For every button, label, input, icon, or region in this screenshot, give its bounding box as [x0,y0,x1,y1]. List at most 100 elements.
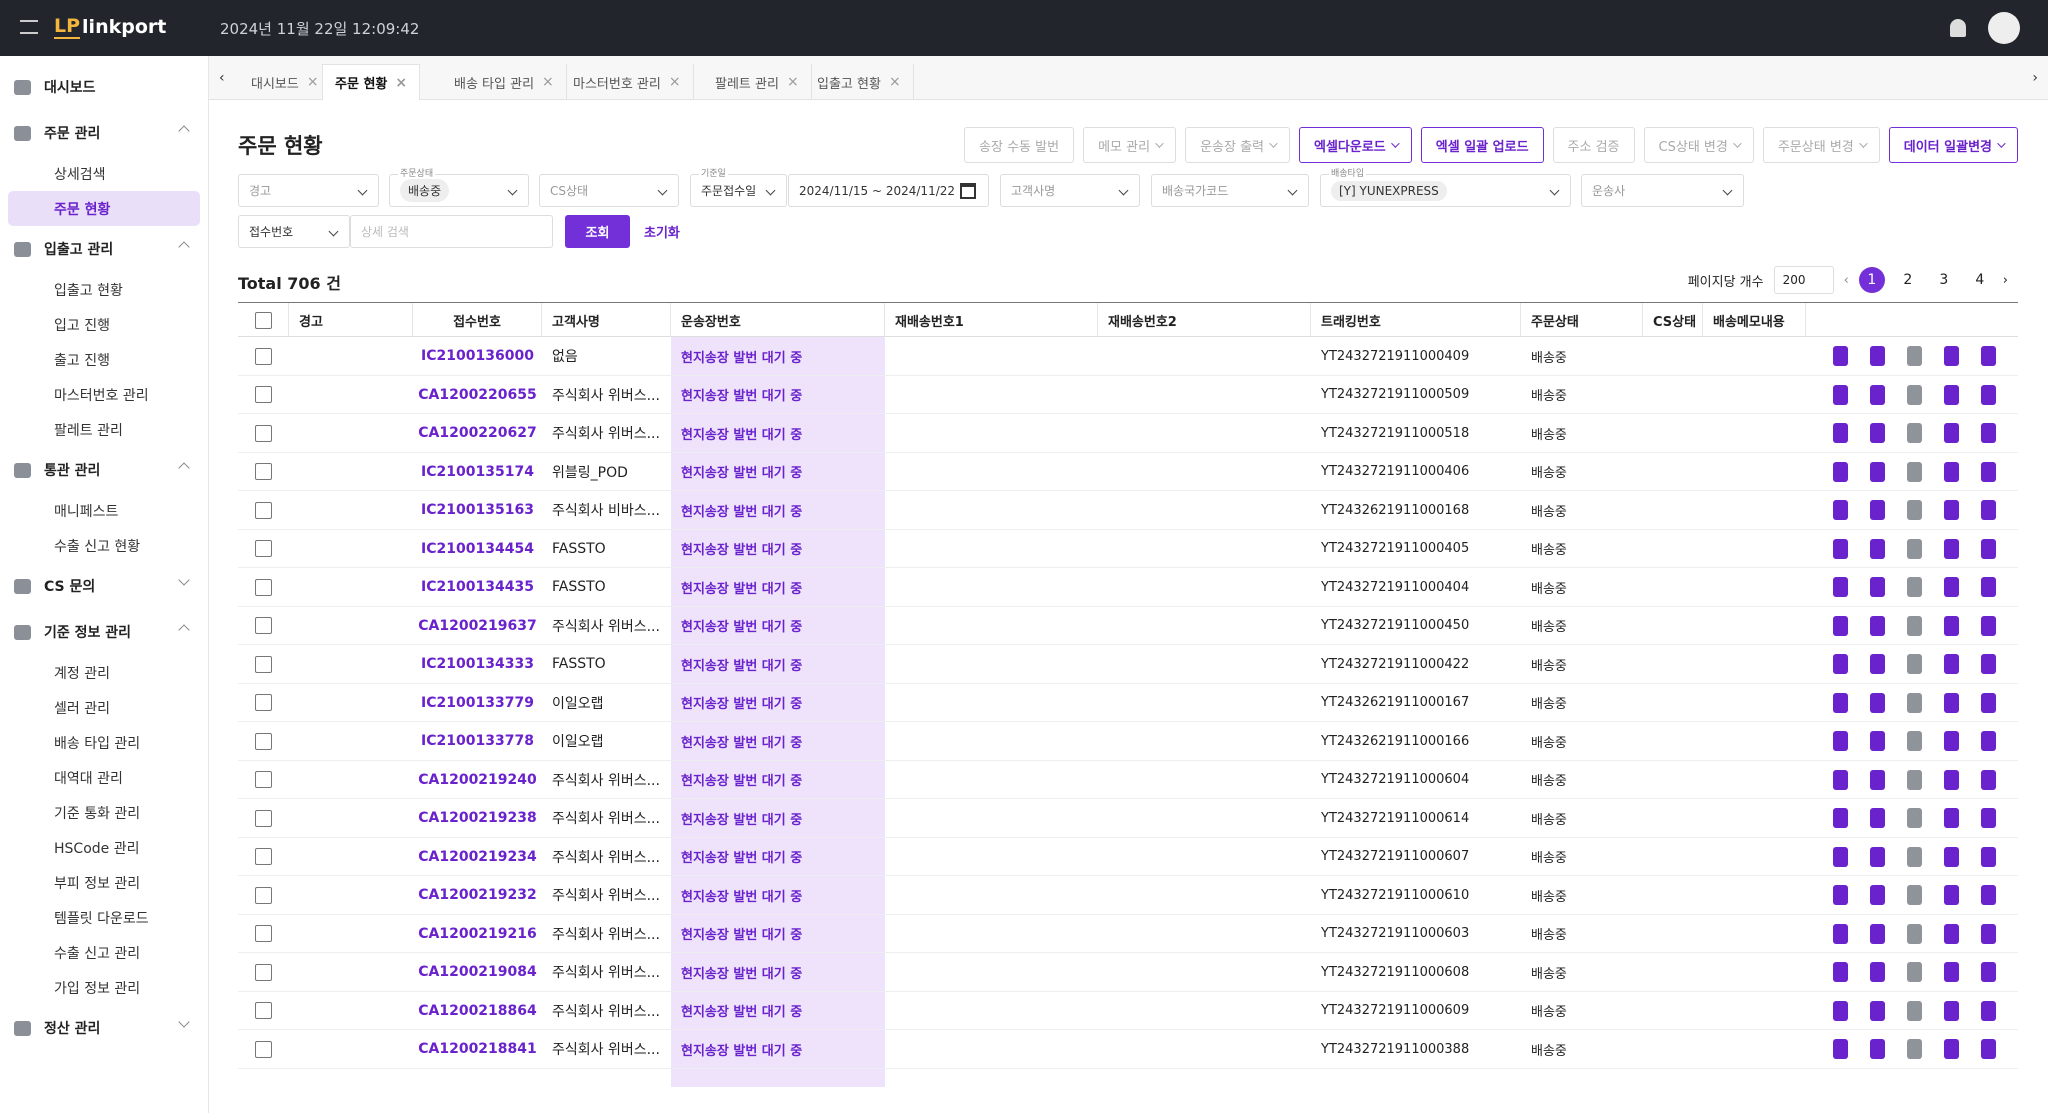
row-checkbox[interactable] [255,925,272,942]
filter[interactable]: 운송사 [1581,174,1744,207]
toolbar-button[interactable]: 데이터 일괄변경 [1889,127,2018,163]
support-button[interactable] [1870,346,1885,366]
receipt-number[interactable]: CA1200220655 [413,376,542,415]
row-checkbox[interactable] [255,656,272,673]
sidebar-item[interactable]: 배송 타입 관리 [8,725,200,760]
support-button[interactable] [1870,500,1885,520]
support-button[interactable] [1870,539,1885,559]
page-button[interactable]: 1 [1859,267,1885,293]
sidebar-group[interactable]: CS 문의 [0,563,208,609]
shipping-button[interactable] [1944,731,1959,751]
row-checkbox[interactable] [255,810,272,827]
support-button[interactable] [1870,770,1885,790]
shipping-button[interactable] [1944,962,1959,982]
row-checkbox[interactable] [255,694,272,711]
edit-button[interactable] [1981,1039,1996,1059]
support-button[interactable] [1870,385,1885,405]
document-button[interactable] [1833,731,1848,751]
receipt-number[interactable]: IC2100135163 [413,491,542,530]
support-button[interactable] [1870,808,1885,828]
edit-button[interactable] [1981,885,1996,905]
tab-scroll-left[interactable]: ‹ [219,70,225,86]
package-button[interactable] [1907,731,1922,751]
shipping-button[interactable] [1944,500,1959,520]
package-button[interactable] [1907,885,1922,905]
tab[interactable]: 입출고 현황× [805,64,914,100]
package-button[interactable] [1907,924,1922,944]
sidebar-item[interactable]: 상세검색 [8,156,200,191]
receipt-number[interactable]: CA1200218841 [413,1030,542,1069]
edit-button[interactable] [1981,346,1996,366]
row-checkbox[interactable] [255,964,272,981]
toolbar-button[interactable]: 송장 수동 발번 [964,127,1074,163]
document-button[interactable] [1833,500,1848,520]
support-button[interactable] [1870,1001,1885,1021]
support-button[interactable] [1870,1039,1885,1059]
package-button[interactable] [1907,654,1922,674]
shipping-button[interactable] [1944,385,1959,405]
tab-close[interactable]: × [542,74,554,90]
package-button[interactable] [1907,577,1922,597]
document-button[interactable] [1833,808,1848,828]
tab[interactable]: 마스터번호 관리× [561,64,694,100]
row-checkbox[interactable] [255,348,272,365]
edit-button[interactable] [1981,577,1996,597]
row-checkbox[interactable] [255,502,272,519]
sidebar-item[interactable]: 셀러 관리 [8,690,200,725]
sidebar-item[interactable]: 가입 정보 관리 [8,970,200,1005]
edit-button[interactable] [1981,731,1996,751]
package-button[interactable] [1907,1001,1922,1021]
sidebar-item[interactable]: HSCode 관리 [8,830,200,865]
sidebar-link[interactable]: 대시보드 [0,64,208,110]
document-button[interactable] [1833,462,1848,482]
sidebar-item[interactable]: 템플릿 다운로드 [8,900,200,935]
document-button[interactable] [1833,770,1848,790]
next-page[interactable]: › [2003,273,2008,288]
shipping-button[interactable] [1944,770,1959,790]
row-checkbox[interactable] [255,848,272,865]
toolbar-button[interactable]: 엑셀다운로드 [1299,127,1412,163]
edit-button[interactable] [1981,462,1996,482]
filter[interactable]: 배송타입[Y] YUNEXPRESS [1320,174,1571,207]
sidebar-item[interactable]: 수출 신고 현황 [8,528,200,563]
package-button[interactable] [1907,423,1922,443]
sidebar-item[interactable]: 출고 진행 [8,342,200,377]
shipping-button[interactable] [1944,423,1959,443]
support-button[interactable] [1870,731,1885,751]
tab[interactable]: 주문 현황× [322,64,420,100]
edit-button[interactable] [1981,962,1996,982]
package-button[interactable] [1907,539,1922,559]
package-button[interactable] [1907,462,1922,482]
shipping-button[interactable] [1944,539,1959,559]
package-button[interactable] [1907,616,1922,636]
sidebar-item[interactable]: 기준 통화 관리 [8,795,200,830]
tab[interactable]: 대시보드× [239,64,332,100]
page-button[interactable]: 2 [1895,267,1921,293]
support-button[interactable] [1870,962,1885,982]
document-button[interactable] [1833,962,1848,982]
receipt-number[interactable]: IC2100136000 [413,337,542,376]
sidebar-item[interactable]: 계정 관리 [8,655,200,690]
toolbar-button[interactable]: 주소 검증 [1553,127,1635,163]
support-button[interactable] [1870,885,1885,905]
sidebar-item[interactable]: 입출고 현황 [8,272,200,307]
profile-button[interactable] [1988,12,2020,44]
sidebar-group[interactable]: 주문 관리 [0,110,208,156]
package-button[interactable] [1907,500,1922,520]
tab[interactable]: 배송 타입 관리× [442,64,567,100]
package-button[interactable] [1907,847,1922,867]
document-button[interactable] [1833,885,1848,905]
filter[interactable]: CS상태 [539,174,679,207]
toolbar-button[interactable]: 엑셀 일괄 업로드 [1421,127,1544,163]
shipping-button[interactable] [1944,808,1959,828]
edit-button[interactable] [1981,385,1996,405]
select-all-checkbox[interactable] [255,312,272,329]
shipping-button[interactable] [1944,693,1959,713]
row-checkbox[interactable] [255,579,272,596]
package-button[interactable] [1907,693,1922,713]
filter[interactable]: 기준일주문접수일 [690,174,787,207]
edit-button[interactable] [1981,654,1996,674]
filter[interactable]: 2024/11/15 ~ 2024/11/22 [788,174,989,207]
edit-button[interactable] [1981,924,1996,944]
receipt-number[interactable]: CA1200219238 [413,799,542,838]
